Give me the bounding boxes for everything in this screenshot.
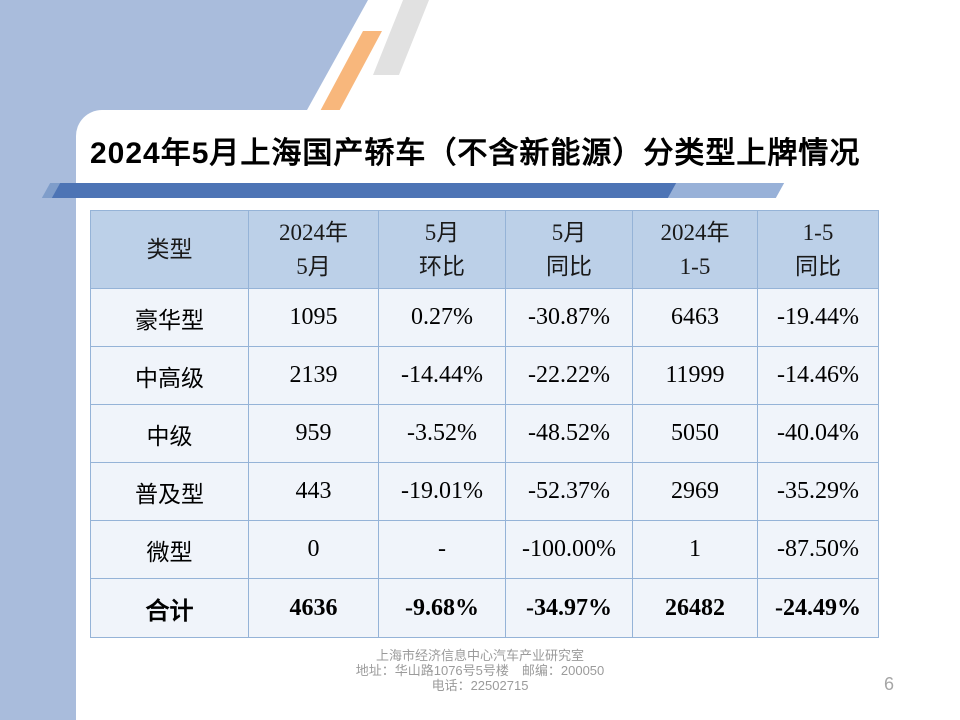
value-cell: 11999 — [632, 346, 758, 405]
header-line2: 1-5 — [679, 253, 711, 279]
header-line1: 5月 — [424, 220, 460, 246]
value-cell: -48.52% — [505, 404, 633, 463]
footer-line-phone: 电话：22502715 — [431, 678, 529, 693]
decor-title-underline-bar — [51, 183, 677, 198]
header-line1: 1-5 — [802, 220, 834, 246]
header-line2: 同比 — [546, 253, 592, 279]
value-cell: -87.50% — [757, 520, 879, 579]
value-cell: -3.52% — [378, 404, 506, 463]
category-cell: 中级 — [90, 404, 249, 463]
column-header-jan-may-yoy: 1-5 同比 — [757, 210, 879, 289]
value-cell: 5050 — [632, 404, 758, 463]
footer-line-org: 上海市经济信息中心汽车产业研究室 — [375, 648, 584, 663]
table-row-total: 合计 4636 -9.68% -34.97% 26482 -24.49% — [90, 578, 879, 638]
category-cell: 微型 — [90, 520, 249, 579]
registration-table: 类型 2024年 5月 5月 环比 5月 同比 — [90, 210, 879, 638]
value-cell: 0 — [248, 520, 379, 579]
header-line1: 类型 — [146, 236, 193, 262]
category-cell: 豪华型 — [90, 288, 249, 347]
table-row-mid: 中级 959 -3.52% -48.52% 5050 -40.04% — [90, 404, 879, 463]
header-line1: 2024年 — [279, 220, 348, 246]
table-row-mini: 微型 0 - -100.00% 1 -87.50% — [90, 520, 879, 579]
value-cell: -19.44% — [757, 288, 879, 347]
value-cell: -100.00% — [505, 520, 633, 579]
footer-line-address: 地址：华山路1076号5号楼 邮编：200050 — [355, 663, 605, 678]
registration-table-grid: 类型 2024年 5月 5月 环比 5月 同比 — [90, 210, 879, 638]
value-cell: 6463 — [632, 288, 758, 347]
table-row-mid-high: 中高级 2139 -14.44% -22.22% 11999 -14.46% — [90, 346, 879, 405]
header-line2: 同比 — [795, 253, 841, 279]
value-cell: 4636 — [248, 578, 379, 638]
column-header-may-yoy: 5月 同比 — [505, 210, 633, 289]
value-cell: 959 — [248, 404, 379, 463]
category-cell: 合计 — [90, 578, 249, 638]
decor-gray-stripe — [373, 0, 429, 75]
value-cell: -34.97% — [505, 578, 633, 638]
value-cell: 2969 — [632, 462, 758, 521]
value-cell: - — [378, 520, 506, 579]
column-header-may-2024: 2024年 5月 — [248, 210, 379, 289]
value-cell: -14.46% — [757, 346, 879, 405]
page-number: 6 — [884, 674, 895, 694]
value-cell: -9.68% — [378, 578, 506, 638]
header-line1: 5月 — [551, 220, 587, 246]
value-cell: 2139 — [248, 346, 379, 405]
table-row-popular: 普及型 443 -19.01% -52.37% 2969 -35.29% — [90, 462, 879, 521]
column-header-jan-may-2024: 2024年 1-5 — [632, 210, 758, 289]
header-line1: 2024年 — [660, 220, 730, 246]
slide-footer: 上海市经济信息中心汽车产业研究室 地址：华山路1076号5号楼 邮编：20005… — [0, 648, 960, 693]
value-cell: -24.49% — [757, 578, 879, 638]
column-header-may-mom: 5月 环比 — [378, 210, 506, 289]
table-row-luxury: 豪华型 1095 0.27% -30.87% 6463 -19.44% — [90, 288, 879, 347]
value-cell: 26482 — [632, 578, 758, 638]
value-cell: 1095 — [248, 288, 379, 347]
value-cell: -52.37% — [505, 462, 633, 521]
value-cell: -22.22% — [505, 346, 633, 405]
header-line2: 环比 — [419, 253, 465, 279]
decor-title-underline-light-end — [659, 183, 785, 198]
value-cell: 443 — [248, 462, 379, 521]
value-cell: 1 — [632, 520, 758, 579]
value-cell: -30.87% — [505, 288, 633, 347]
column-header-type: 类型 — [90, 210, 249, 289]
table-header-row: 类型 2024年 5月 5月 环比 5月 同比 — [90, 210, 879, 289]
value-cell: -14.44% — [378, 346, 506, 405]
value-cell: -40.04% — [757, 404, 879, 463]
category-cell: 中高级 — [90, 346, 249, 405]
value-cell: -19.01% — [378, 462, 506, 521]
category-cell: 普及型 — [90, 462, 249, 521]
header-line2: 5月 — [296, 253, 331, 279]
value-cell: 0.27% — [378, 288, 506, 347]
page-title: 2024年5月上海国产轿车（不含新能源）分类型上牌情况 — [90, 137, 861, 170]
value-cell: -35.29% — [757, 462, 879, 521]
